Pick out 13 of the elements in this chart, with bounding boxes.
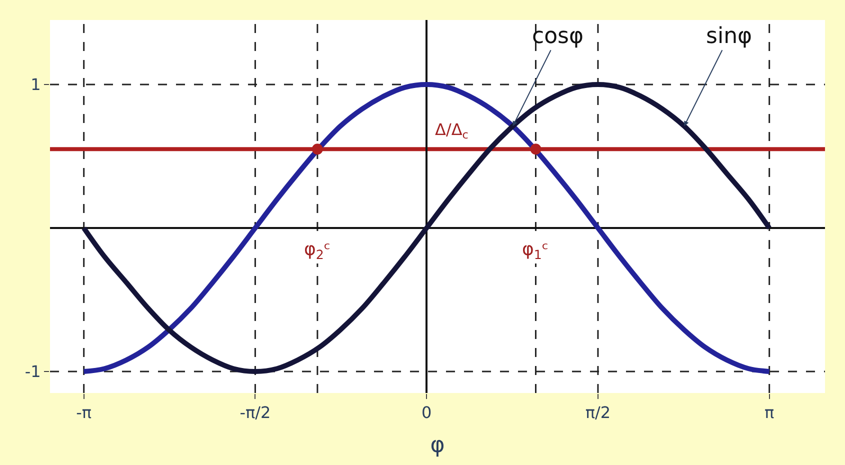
y-tick-label: 1 xyxy=(30,75,41,94)
x-tick-label: π xyxy=(764,403,775,422)
ref-line-label: φ$_{2}$ᶜ xyxy=(304,239,331,262)
ref-line-label: φ$_{1}$ᶜ xyxy=(522,239,549,262)
y-tick-label: -1 xyxy=(24,362,41,382)
x-tick-label: -π/2 xyxy=(240,403,271,422)
ref-line-label: Δ/Δ$_{c}$ xyxy=(435,120,468,142)
x-tick-label: π/2 xyxy=(585,403,611,422)
text: sinφ xyxy=(706,24,752,49)
x-tick-label: 0 xyxy=(421,403,432,422)
text: cosφ xyxy=(532,24,584,49)
x-tick-label: -π xyxy=(76,403,92,422)
x-axis-title: φ xyxy=(430,433,445,458)
